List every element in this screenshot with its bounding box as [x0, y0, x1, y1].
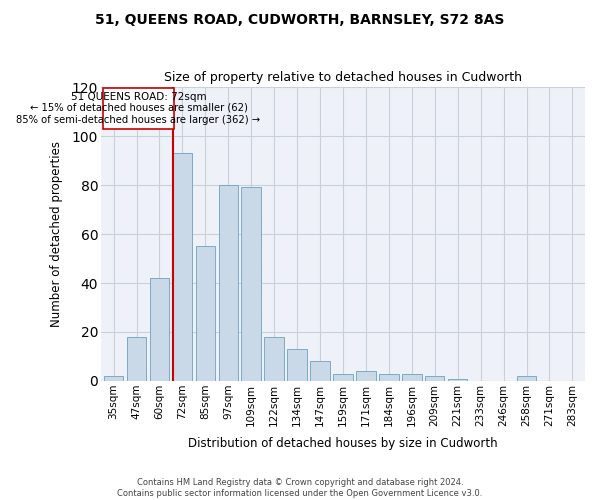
Bar: [173, 153, 192, 381]
X-axis label: Distribution of detached houses by size in Cudworth: Distribution of detached houses by size …: [188, 437, 498, 450]
Bar: [265, 337, 284, 381]
Text: 85% of semi-detached houses are larger (362) →: 85% of semi-detached houses are larger (…: [16, 115, 260, 125]
Bar: [104, 376, 124, 381]
Text: Contains HM Land Registry data © Crown copyright and database right 2024.
Contai: Contains HM Land Registry data © Crown c…: [118, 478, 482, 498]
Bar: [127, 337, 146, 381]
Bar: [287, 349, 307, 381]
Title: Size of property relative to detached houses in Cudworth: Size of property relative to detached ho…: [164, 72, 522, 85]
Bar: [448, 378, 467, 381]
Bar: [333, 374, 353, 381]
Text: 51 QUEENS ROAD: 72sqm: 51 QUEENS ROAD: 72sqm: [71, 92, 206, 102]
Text: 51, QUEENS ROAD, CUDWORTH, BARNSLEY, S72 8AS: 51, QUEENS ROAD, CUDWORTH, BARNSLEY, S72…: [95, 12, 505, 26]
Bar: [402, 374, 422, 381]
Bar: [241, 188, 261, 381]
Bar: [425, 376, 445, 381]
Bar: [196, 246, 215, 381]
Bar: [379, 374, 398, 381]
Bar: [356, 371, 376, 381]
Bar: [150, 278, 169, 381]
Bar: [517, 376, 536, 381]
Bar: [310, 362, 330, 381]
Bar: [218, 185, 238, 381]
FancyBboxPatch shape: [103, 88, 174, 128]
Text: ← 15% of detached houses are smaller (62): ← 15% of detached houses are smaller (62…: [29, 103, 247, 113]
Y-axis label: Number of detached properties: Number of detached properties: [50, 141, 64, 327]
